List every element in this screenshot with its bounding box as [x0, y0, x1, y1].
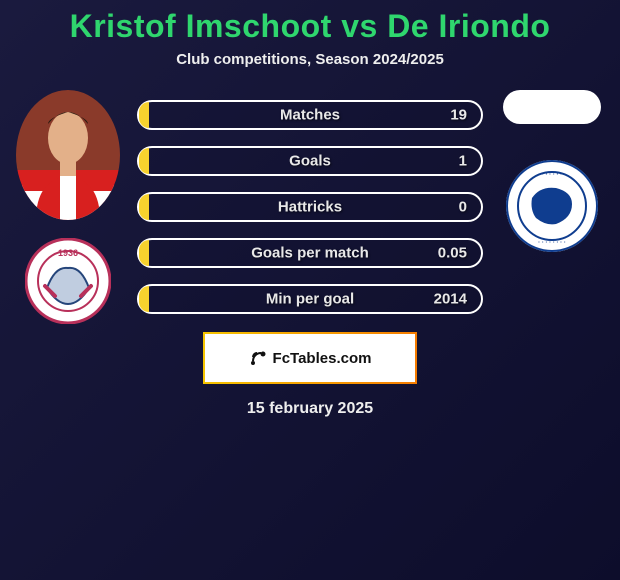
comparison-panel: 1936 · · · · · · · · · · · · · · · ·: [0, 96, 620, 314]
stat-bar-matches: Matches 19: [137, 100, 483, 130]
date-label: 15 february 2025: [0, 400, 620, 418]
club-badge-right: · · · · · · · · · · · · · · · ·: [506, 160, 598, 252]
right-column: · · · · · · · · · · · · · · · ·: [492, 90, 612, 252]
stat-value: 0.05: [438, 245, 467, 262]
stat-label: Hattricks: [139, 199, 481, 216]
stat-label: Goals per match: [139, 245, 481, 262]
blank-oval: [503, 90, 601, 124]
club-badge-right-svg: · · · · · · · · · · · · · · · ·: [506, 160, 598, 252]
stat-label: Matches: [139, 107, 481, 124]
club-badge-left-svg: 1936: [25, 238, 111, 324]
stat-bar-goals: Goals 1: [137, 146, 483, 176]
player-photo-svg: [16, 90, 120, 220]
svg-text:· · · · · · · ·: · · · · · · · ·: [538, 172, 566, 178]
stat-label: Min per goal: [139, 291, 481, 308]
left-column: 1936: [8, 90, 128, 324]
stat-bar-mpg: Min per goal 2014: [137, 284, 483, 314]
fctables-icon: [249, 349, 267, 367]
stat-bar-gpm: Goals per match 0.05: [137, 238, 483, 268]
stat-value: 0: [459, 199, 467, 216]
player-photo: [16, 90, 120, 220]
stat-label: Goals: [139, 153, 481, 170]
footer-attribution[interactable]: FcTables.com: [205, 334, 415, 382]
club-badge-left: 1936: [25, 238, 111, 324]
stat-bar-hattricks: Hattricks 0: [137, 192, 483, 222]
stat-value: 19: [450, 107, 467, 124]
svg-text:· · · · · · · ·: · · · · · · · ·: [538, 240, 566, 246]
subtitle: Club competitions, Season 2024/2025: [0, 51, 620, 68]
badge-year: 1936: [58, 248, 78, 258]
footer-label: FcTables.com: [273, 350, 372, 367]
stats-list: Matches 19 Goals 1 Hattricks 0 Goals per…: [137, 96, 483, 314]
page-title: Kristof Imschoot vs De Iriondo: [0, 0, 620, 45]
stat-value: 1: [459, 153, 467, 170]
stat-value: 2014: [434, 291, 467, 308]
